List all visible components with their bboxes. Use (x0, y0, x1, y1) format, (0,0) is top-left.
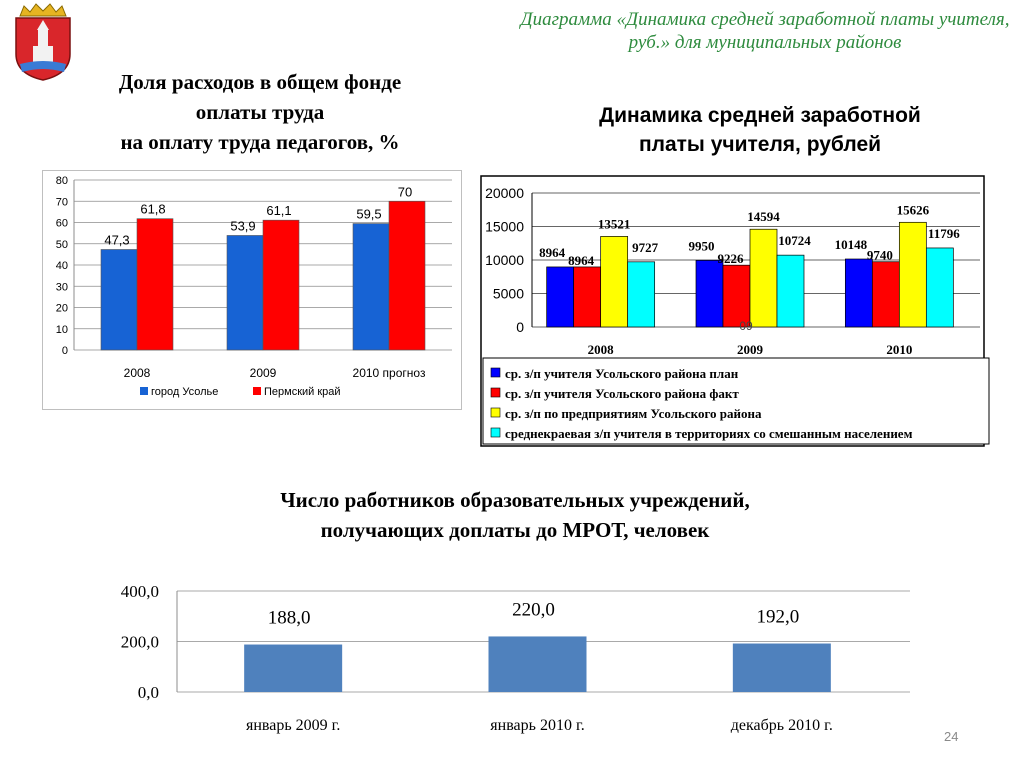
chart3-x-tick-label: январь 2010 г. (490, 717, 584, 734)
chart2-bar (600, 236, 629, 328)
chart3-y-tick-label: 400,0 (121, 582, 159, 601)
chart2-bar (722, 264, 751, 328)
chart2-x-tick-label: 2010 (886, 342, 912, 357)
chart3-title-line: Число работников образовательных учрежде… (280, 488, 750, 512)
chart2-bar (546, 266, 575, 328)
chart2-data-label: 11796 (928, 226, 960, 241)
chart2-data-label: 8964 (539, 245, 566, 260)
chart2-legend-label: ср. з/п по предприятиям Усольского район… (505, 406, 762, 421)
chart1-data-label: 47,3 (104, 232, 129, 247)
chart2-bar (573, 266, 602, 328)
chart1-svg: 0 10 20 30 40 50 60 70 80 2008 47,3 61,8 2009 53,9 61,… (42, 170, 462, 410)
chart3-data-label: 220,0 (512, 599, 555, 620)
chart3-title: Число работников образовательных учрежде… (200, 485, 830, 545)
chart2-data-label: 9950 (689, 238, 715, 253)
chart3-data-label: 192,0 (756, 607, 799, 628)
chart3-title-line: получающих доплаты до МРОТ, человек (320, 518, 710, 542)
chart1-y-tick-label: 0 (62, 345, 68, 357)
chart1-y-tick-label: 40 (56, 260, 68, 272)
chart1-title: Доля расходов в общем фонде оплаты труда… (70, 67, 450, 157)
chart2-x-tick-label: 2008 (588, 342, 615, 357)
chart1-title-line: Доля расходов в общем фонде (118, 70, 402, 94)
chart1-legend-label: Пермский край (264, 386, 341, 398)
chart1-title-line: оплаты труда (195, 100, 325, 124)
chart2-data-label: 9740 (867, 248, 893, 263)
chart2-bar (844, 258, 873, 328)
chart2-legend-label: среднекраевая з/п учителя в территориях … (505, 426, 913, 441)
chart2-title: Динамика средней заработной платы учител… (540, 101, 980, 159)
chart2-bar (871, 261, 900, 328)
chart2-y-tick-label: 15000 (485, 219, 524, 235)
chart2-legend-swatch (490, 387, 501, 398)
chart3-bar (244, 644, 343, 692)
chart2-title-line: платы учителя, рублей (638, 133, 882, 156)
chart1-x-tick-label: 2009 (250, 366, 277, 380)
chart2-data-label: 14594 (747, 209, 780, 224)
chart2-y-tick-label: 10000 (485, 252, 524, 268)
chart2-legend-box (482, 357, 990, 445)
chart2-y-tick-label: 20000 (485, 185, 524, 201)
chart2-y-tick-label: 0 (516, 319, 524, 335)
chart2-data-label: 10724 (778, 233, 811, 248)
chart3-x-tick-label: декабрь 2010 г. (731, 717, 833, 734)
chart1-title-line: на оплату труда педагогов, % (120, 130, 400, 154)
chart1-y-tick-label: 30 (56, 281, 68, 293)
chart1-bar (262, 219, 300, 351)
chart1-x-tick-label: 2008 (124, 366, 151, 380)
chart1-legend-swatch (253, 387, 261, 395)
chart2-bar (776, 254, 805, 328)
chart2-legend-swatch (490, 427, 501, 438)
chart1-bar (226, 235, 264, 351)
chart1-data-label: 61,1 (266, 203, 291, 218)
chart1-y-tick-label: 80 (56, 175, 68, 187)
chart2-data-label: 10148 (835, 237, 868, 252)
chart1-x-tick-label: 2010 прогноз (353, 366, 426, 380)
chart2-legend-label: ср. з/п учителя Усольского района план (505, 366, 739, 381)
chart1-bar (352, 223, 390, 351)
chart2-data-label: 15626 (897, 202, 930, 217)
chart1-data-label: 70 (398, 184, 412, 199)
chart1-data-label: 61,8 (140, 202, 165, 217)
chart1-legend-label: город Усолье (151, 386, 218, 398)
page-number: 24 (944, 729, 959, 744)
chart3-y-tick-label: 200,0 (121, 633, 159, 652)
chart3-y-tick-label: 0,0 (138, 683, 159, 702)
chart3-svg: 0,0 200,0 400,0 188,0 январь 2009 г. 220,0 янв… (121, 582, 910, 734)
chart2-legend-label: ср. з/п учителя Усольского района факт (505, 386, 739, 401)
chart2-x-tick-label: 2009 (737, 342, 764, 357)
chart2-y-tick-label: 5000 (493, 286, 524, 302)
chart2-bar (695, 259, 724, 328)
chart2-bar (749, 228, 778, 328)
chart2-title-line: Динамика средней заработной (599, 104, 921, 127)
chart1-bar (100, 249, 138, 351)
chart1-data-label: 59,5 (356, 207, 381, 222)
chart2-bar (898, 221, 927, 328)
chart1-frame (42, 170, 462, 410)
chart2-data-label: 13521 (598, 216, 631, 231)
chart1-y-tick-label: 70 (56, 196, 68, 208)
chart2-data-label: 9727 (632, 240, 659, 255)
chart2-data-label: 8964 (568, 253, 595, 268)
chart3-x-tick-label: январь 2009 г. (246, 717, 340, 734)
chart2-data-label: 9226 (718, 251, 745, 266)
chart3-data-label: 188,0 (268, 608, 311, 629)
chart1-y-tick-label: 60 (56, 218, 68, 230)
chart1-data-label: 53,9 (230, 218, 255, 233)
chart2-legend-swatch (490, 407, 501, 418)
chart1-y-tick-label: 50 (56, 239, 68, 251)
chart2-legend-swatch (490, 367, 501, 378)
chart1-y-tick-label: 10 (56, 324, 68, 336)
chart1-legend-swatch (140, 387, 148, 395)
chart2-bar (627, 261, 656, 328)
chart1-bar (388, 200, 426, 351)
coat-of-arms-icon (15, 3, 71, 81)
chart3-bar (488, 636, 587, 692)
chart1-bar (136, 218, 174, 351)
slide-title: Диаграмма «Динамика средней заработной п… (520, 9, 1010, 53)
chart2-bar (925, 247, 954, 328)
chart3-bar (732, 643, 831, 692)
chart2-annotation: 09 (739, 319, 753, 333)
chart1-y-tick-label: 20 (56, 303, 68, 315)
